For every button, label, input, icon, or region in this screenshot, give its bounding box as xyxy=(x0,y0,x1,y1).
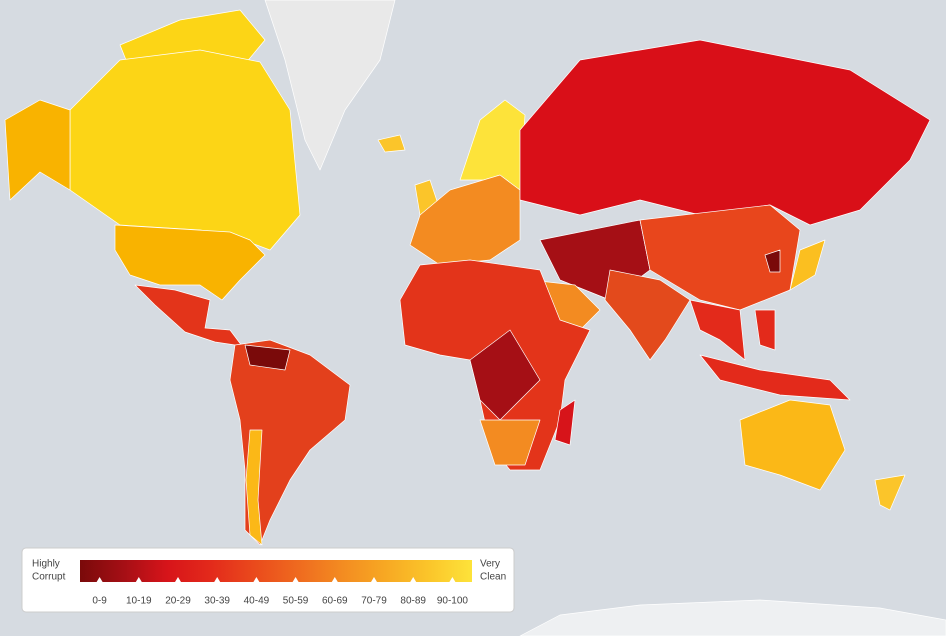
mexico-central-america xyxy=(134,284,243,347)
scale-tick xyxy=(371,577,377,582)
legend-low-label: Highly xyxy=(32,559,60,570)
scale-tick xyxy=(410,577,417,582)
scale-tick xyxy=(449,577,456,582)
scale-label: 0-9 xyxy=(92,596,107,607)
korea xyxy=(764,249,781,273)
canada xyxy=(69,49,301,251)
venezuela xyxy=(244,344,291,371)
scale-label: 80-89 xyxy=(400,596,426,607)
southeast-asia xyxy=(689,299,746,361)
scale-label: 30-39 xyxy=(204,596,230,607)
alaska xyxy=(4,99,71,201)
scale-tick xyxy=(214,577,221,582)
scale-label: 90-100 xyxy=(437,596,469,607)
southern-africa xyxy=(479,419,541,466)
scale-tick xyxy=(175,577,181,582)
new-zealand xyxy=(874,474,906,511)
color-scale xyxy=(80,560,472,582)
greenland xyxy=(264,0,396,171)
scale-tick xyxy=(253,577,260,582)
japan xyxy=(789,239,826,291)
legend-high-label: Very xyxy=(480,559,500,570)
scale-label: 50-59 xyxy=(283,596,309,607)
philippines xyxy=(754,309,776,351)
australia xyxy=(739,399,846,491)
scale-label: 20-29 xyxy=(165,596,191,607)
legend-low-label: Corrupt xyxy=(32,572,66,583)
china xyxy=(639,204,801,311)
indonesia xyxy=(699,354,851,401)
legend: Highly Corrupt Very Clean 0-9 10-19 20-29 3… xyxy=(21,547,515,613)
scale-label: 10-19 xyxy=(126,596,152,607)
india xyxy=(604,269,691,361)
scale-tick xyxy=(292,577,299,582)
usa xyxy=(114,224,266,301)
scale-label: 60-69 xyxy=(322,596,348,607)
scale-tick xyxy=(135,577,142,582)
south-america xyxy=(229,339,351,546)
chile xyxy=(245,429,263,546)
iceland xyxy=(377,134,406,153)
madagascar xyxy=(554,399,576,446)
scale-tick xyxy=(331,577,338,582)
legend-high-label: Clean xyxy=(480,572,506,583)
antarctica xyxy=(519,599,946,636)
central-africa xyxy=(469,329,541,421)
scale-label: 40-49 xyxy=(244,596,270,607)
russia xyxy=(519,39,931,226)
scale-tick xyxy=(96,577,103,582)
countries xyxy=(4,0,946,636)
scale-label: 70-79 xyxy=(361,596,387,607)
